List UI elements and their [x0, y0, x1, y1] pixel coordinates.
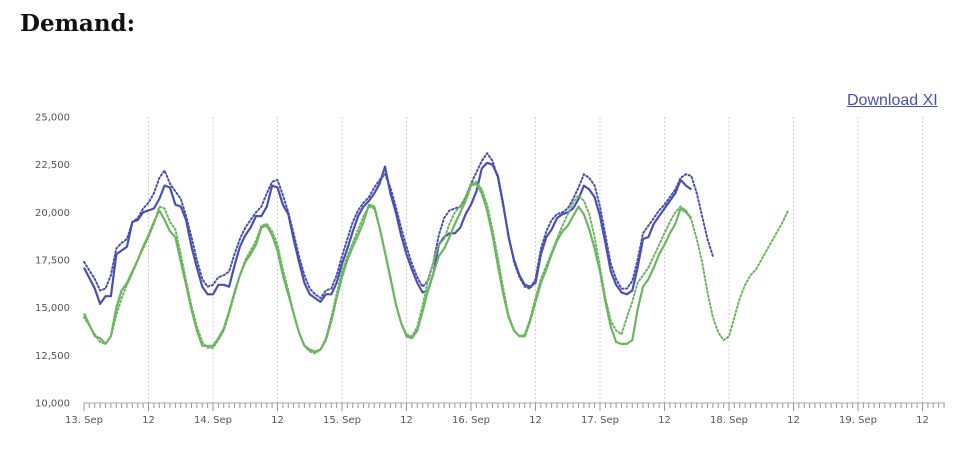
x-tick-label: 16. Sep: [452, 415, 490, 426]
y-tick-label: 10,000: [35, 399, 70, 410]
x-tick-label: 12: [400, 415, 413, 426]
x-tick-label: 14. Sep: [194, 415, 232, 426]
series-line-blue-solid: [83, 161, 693, 305]
chart-series: [83, 152, 790, 355]
chart-gridlines: [148, 117, 923, 403]
x-tick-label: 12: [787, 415, 800, 426]
y-tick-label: 15,000: [35, 303, 70, 314]
y-tick-label: 22,500: [35, 160, 70, 171]
x-tick-label: 13. Sep: [65, 415, 103, 426]
series-line-green-dotted: [83, 180, 790, 355]
x-tick-label: 18. Sep: [710, 415, 748, 426]
download-xls-link[interactable]: Download XI: [847, 92, 938, 109]
x-tick-label: 12: [142, 415, 155, 426]
x-tick-label: 12: [529, 415, 542, 426]
x-tick-label: 19. Sep: [839, 415, 877, 426]
series-line-blue-dotted: [83, 152, 714, 300]
y-tick-label: 12,500: [35, 351, 70, 362]
y-tick-label: 20,000: [35, 208, 70, 219]
chart-axes: 10,000 12,500 15,000 17,500 20,000 22,500 25,0…: [35, 113, 945, 426]
y-tick-label: 17,500: [35, 256, 70, 267]
y-tick-label: 25,000: [35, 113, 70, 124]
x-tick-label: 17. Sep: [581, 415, 619, 426]
x-tick-label: 12: [658, 415, 671, 426]
x-tick-label: 12: [271, 415, 284, 426]
x-tick-label: 15. Sep: [323, 415, 361, 426]
page-heading: Demand:: [20, 10, 136, 37]
x-tick-label: 12: [916, 415, 929, 426]
